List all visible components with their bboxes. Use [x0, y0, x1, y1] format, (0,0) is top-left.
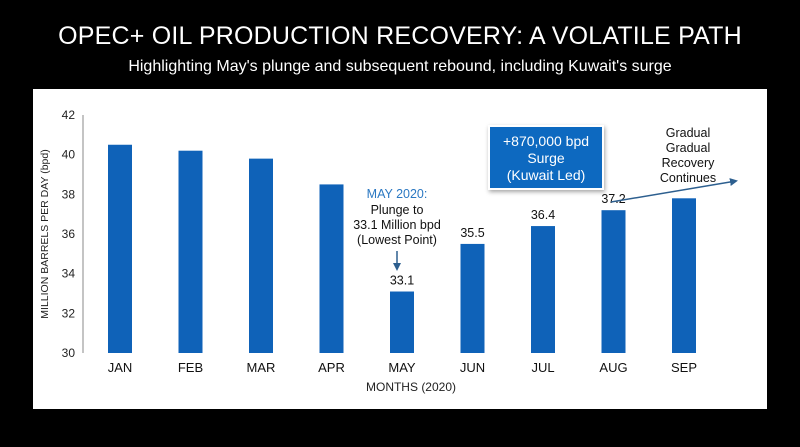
chart-panel: 30 32 34 36 38 40 42 MILLION BARRELS PER DAY (… — [33, 89, 767, 409]
y-tick-label-4: 38 — [62, 187, 76, 201]
x-tick-label-sep: SEP — [671, 360, 697, 375]
x-tick-label-feb: FEB — [178, 360, 203, 375]
x-axis-label: MONTHS (2020) — [366, 380, 456, 394]
recovery-annotation: Gradual Gradual Recovery Continues — [610, 126, 738, 203]
bar-value-labels: 33.1 35.5 36.4 37.2 — [390, 192, 626, 287]
x-tick-label-aug: AUG — [599, 360, 627, 375]
bar-mar — [249, 158, 273, 353]
y-tick-label-6: 42 — [62, 108, 76, 122]
bars — [108, 144, 696, 353]
recovery-line-4: Continues — [660, 171, 716, 185]
x-tick-label-mar: MAR — [247, 360, 276, 375]
y-tick-labels: 30 32 34 36 38 40 42 — [62, 108, 76, 360]
x-tick-label-jul: JUL — [531, 360, 554, 375]
x-tick-label-may: MAY — [388, 360, 416, 375]
bar-jun — [460, 243, 485, 353]
kuwait-callout-line-3: (Kuwait Led) — [507, 167, 586, 183]
kuwait-callout-line-2: Surge — [527, 150, 565, 166]
kuwait-callout-line-1: +870,000 bpd — [503, 133, 589, 149]
value-label-aug: 37.2 — [601, 192, 625, 206]
may-annotation-line-3: (Lowest Point) — [357, 233, 437, 247]
y-tick-label-1: 32 — [62, 306, 76, 320]
may-annotation: MAY 2020: Plunge to 33.1 Million bpd (Lo… — [353, 187, 441, 271]
bar-feb — [178, 150, 203, 353]
chart-subtitle: Highlighting May's plunge and subsequent… — [128, 58, 672, 75]
recovery-line-1: Gradual — [666, 126, 710, 140]
bar-jul — [531, 226, 555, 353]
value-label-jun: 35.5 — [460, 226, 484, 240]
bar-jan — [108, 144, 132, 353]
x-tick-label-jan: JAN — [108, 360, 133, 375]
y-tick-label-2: 34 — [62, 267, 76, 281]
bar-aug — [601, 210, 626, 353]
may-annotation-line-2: 33.1 Million bpd — [353, 218, 441, 232]
kuwait-callout: +870,000 bpd Surge (Kuwait Led) — [488, 125, 604, 190]
recovery-line-2: Gradual — [666, 141, 710, 155]
recovery-arrow — [610, 178, 738, 203]
bar-apr — [319, 184, 344, 353]
value-label-may: 33.1 — [390, 274, 414, 288]
bar-may — [390, 291, 414, 353]
x-tick-labels: JAN FEB MAR APR MAY JUN JUL AUG SEP — [108, 360, 697, 375]
may-annotation-heading: MAY 2020: — [367, 187, 428, 201]
x-tick-label-jun: JUN — [460, 360, 485, 375]
y-tick-label-5: 40 — [62, 148, 76, 162]
recovery-line-3: Recovery — [662, 156, 716, 170]
y-axis-label: MILLION BARRELS PER DAY (bpd) — [39, 149, 51, 318]
bar-sep — [672, 198, 696, 353]
value-label-jul: 36.4 — [531, 208, 555, 222]
chart-title: OPEC+ OIL PRODUCTION RECOVERY: A VOLATIL… — [58, 22, 742, 50]
y-tick-label-0: 30 — [62, 346, 76, 360]
may-annotation-line-1: Plunge to — [371, 203, 424, 217]
bar-chart: 30 32 34 36 38 40 42 MILLION BARRELS PER DAY (… — [39, 108, 738, 394]
kuwait-callout-box — [488, 125, 604, 190]
x-tick-label-apr: APR — [318, 360, 345, 375]
y-tick-label-3: 36 — [62, 227, 76, 241]
